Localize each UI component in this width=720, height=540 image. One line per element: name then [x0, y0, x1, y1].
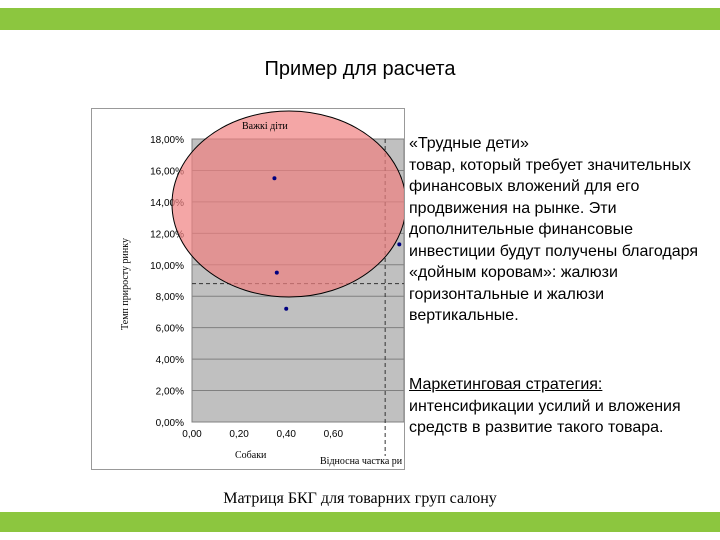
description-heading: «Трудные дети»: [409, 135, 529, 152]
slide-title: Пример для расчета: [264, 58, 456, 80]
description-block: «Трудные дети» товар, который требует зн…: [409, 133, 709, 327]
y-tick-label: 4,00%: [156, 355, 184, 366]
bcg-matrix-chart: 0,00% 2,00% 4,00% 6,00% 8,00% 10,00% 12,00% 14,…: [91, 108, 405, 470]
y-tick-label: 0,00%: [156, 418, 184, 429]
y-tick-label: 18,00%: [150, 135, 184, 146]
y-tick-label: 2,00%: [156, 387, 184, 398]
data-point: [274, 270, 279, 275]
x-tick-label: 0,40: [276, 429, 296, 440]
chart-svg: 0,00% 2,00% 4,00% 6,00% 8,00% 10,00% 12,00% 14,…: [120, 110, 404, 467]
y-tick-label: 12,00%: [150, 229, 184, 240]
data-point: [397, 242, 402, 247]
y-tick-label: 16,00%: [150, 166, 184, 177]
x-axis-label-right: Відносна частка ри: [320, 456, 403, 467]
y-tick-label: 10,00%: [150, 261, 184, 272]
bottom-accent-bar: [0, 512, 720, 532]
description-body: товар, который требует значительных фина…: [409, 156, 699, 325]
ellipse-hard-children: [171, 110, 404, 298]
data-point: [272, 176, 277, 181]
x-axis-label-left: Собаки: [235, 450, 267, 461]
data-point: [284, 306, 289, 311]
x-tick-label: 0,20: [229, 429, 249, 440]
y-tick-label: 8,00%: [156, 292, 184, 303]
x-tick-label: 0,00: [182, 429, 202, 440]
y-tick-label: 14,00%: [150, 198, 184, 209]
chart-caption: Матриця БКГ для товарних груп салону: [223, 490, 497, 507]
strategy-body: интенсификации усилий и вложения средств…: [409, 397, 681, 437]
y-tick-label: 6,00%: [156, 324, 184, 335]
y-axis-label: Темп приросту ринку: [120, 238, 131, 330]
strategy-block: Маркетинговая стратегия: интенсификации …: [409, 374, 709, 439]
top-accent-bar: [0, 8, 720, 30]
strategy-label: Маркетинговая стратегия:: [409, 376, 603, 393]
ellipse-label: Важкі діти: [242, 121, 288, 132]
x-tick-label: 0,60: [324, 429, 344, 440]
